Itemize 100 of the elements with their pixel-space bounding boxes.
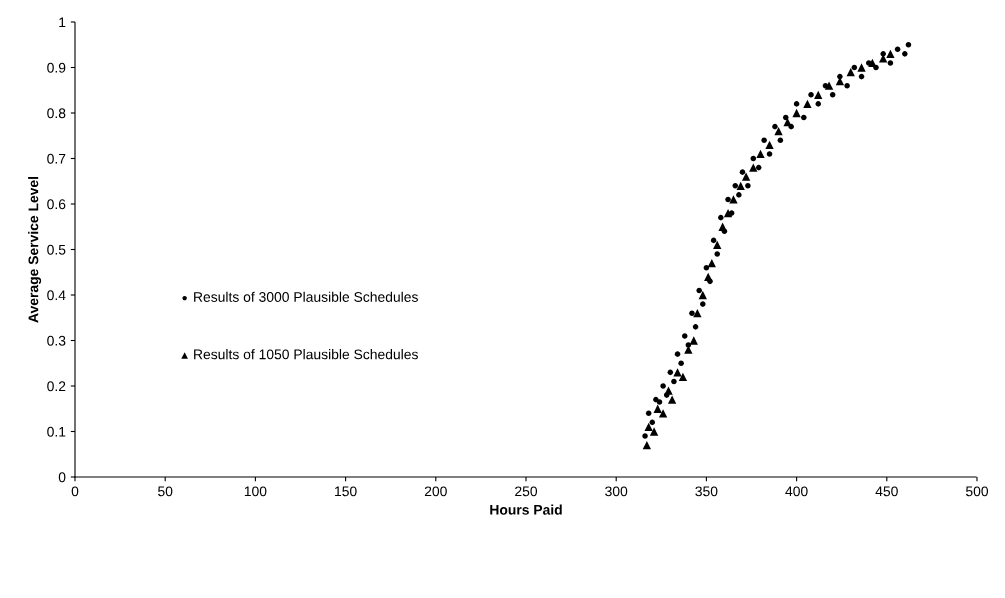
y-tick-label: 0.7: [47, 153, 66, 164]
x-axis-title: Hours Paid: [490, 504, 562, 515]
point: [714, 251, 720, 257]
x-tick-label: 100: [244, 486, 267, 497]
x-tick-label: 450: [875, 486, 898, 497]
y-tick-label: 0.8: [47, 108, 66, 119]
point: [905, 41, 912, 48]
point: [774, 127, 783, 136]
y-tick-label: 0.2: [47, 381, 66, 392]
point: [649, 419, 656, 426]
point: [858, 73, 865, 80]
point: [741, 172, 751, 181]
point: [808, 92, 814, 98]
point: [732, 183, 739, 189]
point: [673, 368, 682, 377]
point: [814, 90, 823, 99]
y-tick-label: 0.1: [47, 426, 66, 437]
point: [761, 137, 767, 144]
point: [707, 258, 716, 268]
point: [801, 114, 807, 121]
point: [671, 378, 677, 385]
y-tick-label: 0.5: [47, 244, 66, 255]
point: [837, 73, 843, 80]
point: [765, 140, 774, 150]
y-tick-label: 1: [59, 17, 66, 28]
point: [749, 163, 758, 172]
point: [851, 64, 858, 71]
point: [693, 309, 702, 318]
point: [698, 290, 707, 300]
point: [681, 333, 688, 339]
point: [729, 195, 738, 204]
point: [704, 272, 713, 281]
point: [664, 386, 673, 395]
point: [678, 372, 688, 382]
x-tick-label: 150: [335, 486, 357, 497]
x-tick-label: 250: [515, 486, 538, 497]
x-tick-label: 50: [158, 486, 173, 497]
point: [736, 181, 745, 190]
point: [793, 101, 800, 107]
point: [766, 151, 773, 157]
point: [674, 351, 681, 357]
point: [868, 58, 877, 68]
point: [678, 360, 684, 367]
point: [902, 51, 908, 57]
point: [846, 67, 855, 77]
point: [644, 422, 653, 432]
y-tick-label: 0.3: [47, 335, 66, 346]
point: [700, 301, 706, 307]
point: [656, 399, 663, 405]
point: [725, 196, 731, 203]
legend-label: Results of 1050 Plausible Schedules: [194, 349, 418, 360]
point: [667, 395, 677, 404]
point: [886, 49, 895, 59]
point: [783, 114, 789, 121]
y-tick-label: 0: [58, 472, 66, 483]
point: [718, 214, 724, 221]
point: [792, 108, 801, 118]
point: [857, 63, 866, 72]
point: [736, 192, 742, 198]
y-tick-label: 0.9: [47, 62, 66, 73]
point: [689, 336, 698, 345]
point: [739, 169, 746, 175]
point: [692, 324, 699, 330]
point: [710, 237, 717, 244]
x-tick-label: 300: [605, 486, 628, 497]
point: [750, 155, 757, 162]
point: [844, 82, 850, 89]
point: [642, 440, 652, 450]
point: [745, 183, 751, 189]
point: [642, 433, 648, 439]
point: [660, 383, 666, 389]
y-axis-title: Average Service Level: [28, 177, 42, 323]
x-tick-label: 350: [695, 486, 718, 497]
point: [723, 208, 733, 218]
y-tick-label: 0.4: [47, 290, 66, 301]
point: [756, 149, 765, 159]
point: [829, 92, 836, 98]
legend-label: Results of 3000 Plausible Schedules: [194, 291, 418, 302]
point: [803, 99, 812, 109]
point: [649, 427, 659, 436]
point: [755, 164, 762, 171]
point: [718, 222, 727, 231]
point: [815, 101, 822, 107]
point: [689, 310, 695, 316]
point: [713, 240, 722, 250]
x-tick-label: 200: [424, 486, 447, 497]
x-tick-label: 500: [965, 486, 989, 497]
point: [887, 60, 894, 66]
point: [667, 369, 674, 376]
y-tick-label: 0.6: [47, 199, 66, 210]
point: [772, 123, 778, 130]
point: [653, 404, 662, 413]
x-tick-label: 0: [71, 486, 79, 497]
point: [645, 410, 652, 417]
point: [658, 409, 668, 418]
point: [824, 81, 834, 90]
x-tick-label: 400: [785, 486, 808, 497]
point: [777, 137, 784, 144]
point: [696, 287, 702, 294]
point: [894, 46, 901, 53]
